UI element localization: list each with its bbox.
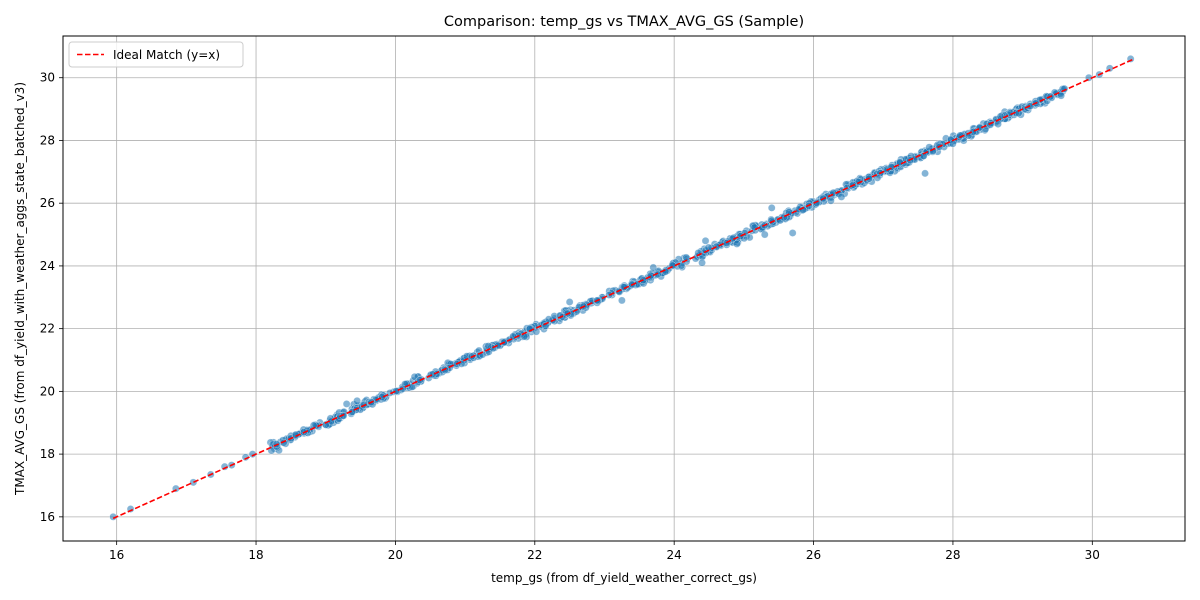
x-tick-label: 30 xyxy=(1085,548,1100,562)
y-tick-label: 16 xyxy=(40,510,55,524)
scatter-point xyxy=(1057,91,1065,100)
scatter-point xyxy=(925,143,934,152)
y-tick-label: 20 xyxy=(40,384,55,398)
y-tick-label: 24 xyxy=(40,259,55,273)
scatter-point xyxy=(733,240,741,248)
x-tick-label: 26 xyxy=(806,548,821,562)
scatter-point xyxy=(618,296,626,305)
x-axis-label: temp_gs (from df_yield_weather_correct_g… xyxy=(491,571,757,585)
scatter-point xyxy=(649,263,658,272)
y-tick-label: 30 xyxy=(40,71,55,85)
scatter-point xyxy=(484,342,493,350)
scatter-point xyxy=(392,387,400,395)
scatter-point xyxy=(750,223,759,232)
y-tick-label: 26 xyxy=(40,196,55,210)
x-tick-label: 16 xyxy=(109,548,124,562)
y-tick-label: 22 xyxy=(40,322,55,336)
chart-title: Comparison: temp_gs vs TMAX_AVG_GS (Samp… xyxy=(444,14,804,30)
ideal-line-group xyxy=(112,58,1135,520)
scatter-point xyxy=(760,230,769,239)
scatter-point xyxy=(353,396,361,405)
scatter-point xyxy=(565,298,574,306)
grid xyxy=(63,36,1185,541)
x-tick-label: 20 xyxy=(388,548,403,562)
x-tick-label: 18 xyxy=(248,548,263,562)
scatter-point xyxy=(921,169,929,178)
ideal-match-line xyxy=(112,58,1135,520)
legend: Ideal Match (y=x) xyxy=(68,41,244,68)
scatter-points xyxy=(109,55,1135,521)
scatter-point xyxy=(827,196,835,205)
scatter-point xyxy=(994,120,1002,128)
x-tick-label: 22 xyxy=(527,548,542,562)
scatter-point xyxy=(736,232,745,240)
scatter-point xyxy=(701,236,710,245)
scatter-point xyxy=(788,229,797,237)
y-tick-label: 18 xyxy=(40,447,55,461)
scatter-point xyxy=(698,258,706,267)
x-tick-label: 28 xyxy=(945,548,960,562)
x-axis-ticks: 16 18 20 22 24 26 28 30 xyxy=(109,541,1100,562)
scatter-point xyxy=(837,193,846,201)
legend-entry-ideal-match: Ideal Match (y=x) xyxy=(113,48,220,62)
scatter-point xyxy=(342,400,351,408)
x-tick-label: 24 xyxy=(667,548,682,562)
scatter-point xyxy=(767,204,776,212)
scatter-point xyxy=(996,112,1005,121)
scatter-point xyxy=(189,478,198,487)
plot-frame xyxy=(62,35,1186,542)
y-axis-ticks: 16 18 20 22 24 26 28 30 xyxy=(40,71,63,524)
y-tick-label: 28 xyxy=(40,133,55,147)
scatter-point xyxy=(605,291,613,299)
legend-box xyxy=(68,41,244,68)
y-axis-label: TMAX_AVG_GS (from df_yield_with_weather_… xyxy=(13,82,27,496)
